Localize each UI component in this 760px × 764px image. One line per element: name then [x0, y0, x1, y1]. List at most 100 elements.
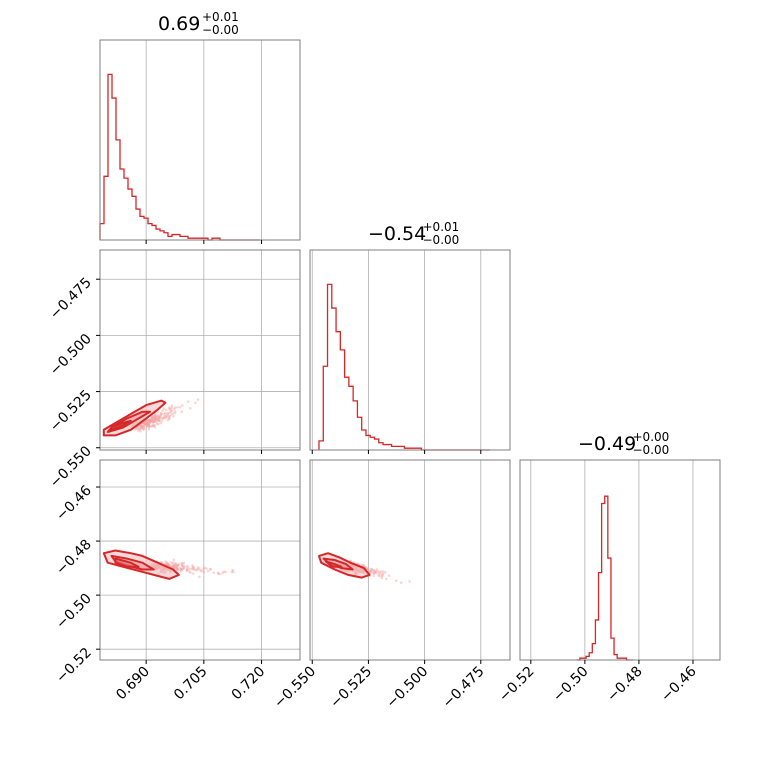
scatter-point: [192, 572, 195, 575]
scatter-point: [175, 568, 179, 571]
scatter-point: [154, 412, 157, 416]
scatter-point: [178, 567, 182, 570]
scatter-point: [173, 406, 177, 410]
scatter-point: [153, 416, 157, 420]
scatter-point: [224, 570, 227, 574]
scatter-point: [140, 424, 143, 428]
scatter-point: [154, 417, 158, 420]
scatter-point: [142, 426, 146, 429]
scatter-point: [146, 424, 149, 427]
scatter-point: [381, 572, 385, 576]
scatter-point: [142, 428, 145, 431]
panel-title: −0.54: [368, 223, 426, 245]
scatter-point: [161, 409, 164, 412]
scatter-point: [369, 569, 373, 573]
scatter-point: [167, 563, 170, 567]
scatter-point: [146, 419, 150, 422]
scatter-point: [146, 422, 150, 426]
scatter-point: [189, 571, 192, 574]
scatter-point: [147, 420, 151, 423]
title-minus-error: −0.00: [423, 233, 460, 247]
histogram-step-line: [576, 495, 633, 661]
scatter-point: [148, 418, 152, 422]
scatter-point: [165, 563, 169, 566]
scatter-point: [216, 571, 220, 575]
scatter-point: [182, 561, 186, 565]
scatter-point: [162, 416, 166, 420]
scatter-point: [141, 426, 144, 429]
scatter-point: [160, 419, 164, 423]
scatter-point: [149, 419, 152, 422]
scatter-point: [150, 419, 154, 422]
scatter-point: [145, 419, 149, 422]
scatter-point: [175, 567, 179, 571]
panel-frame: [309, 249, 511, 451]
scatter-point: [148, 421, 151, 425]
scatter-point: [169, 560, 173, 564]
title-median: −0.54: [368, 223, 426, 245]
scatter-point: [147, 424, 150, 427]
scatter-point: [157, 422, 160, 426]
scatter-point: [212, 571, 216, 575]
scatter-point: [160, 416, 163, 420]
scatter-point: [159, 412, 163, 416]
scatter-point: [155, 422, 159, 426]
scatter-point: [175, 565, 178, 568]
scatter-point: [142, 422, 145, 425]
scatter-point: [142, 422, 145, 425]
scatter-point: [174, 566, 178, 570]
scatter-point: [168, 407, 171, 411]
scatter-point: [146, 423, 149, 426]
scatter-point: [179, 568, 183, 572]
scatter-point: [149, 425, 152, 429]
scatter-point: [191, 565, 195, 569]
scatter-point: [152, 419, 155, 422]
scatter-point: [147, 425, 151, 429]
scatter-point: [145, 422, 148, 425]
scatter-point: [187, 567, 191, 571]
scatter-point: [137, 428, 140, 431]
scatter-point: [171, 562, 174, 566]
scatter-point: [164, 560, 167, 563]
scatter-point: [156, 410, 160, 414]
scatter-point: [181, 562, 184, 566]
scatter-point: [156, 418, 159, 421]
scatter-point: [176, 564, 179, 567]
scatter-point: [374, 569, 378, 573]
scatter-point: [152, 420, 155, 424]
panel-title: −0.49: [578, 433, 636, 455]
scatter-point: [385, 577, 388, 581]
scatter-point: [139, 423, 143, 427]
scatter-point: [140, 424, 144, 428]
scatter-point: [185, 565, 188, 568]
scatter-point: [179, 567, 182, 570]
scatter-point: [157, 416, 160, 420]
scatter-point: [170, 410, 173, 413]
scatter-point: [189, 407, 192, 410]
scatter-point: [191, 567, 195, 570]
scatter-point: [167, 406, 171, 410]
scatter-point: [168, 564, 172, 567]
scatter-point: [136, 426, 139, 430]
scatter-point: [151, 424, 154, 427]
scatter-point: [148, 424, 152, 428]
scatter-point: [165, 563, 169, 566]
scatter-point: [197, 566, 200, 569]
scatter-point: [178, 562, 181, 566]
scatter-point: [200, 569, 203, 573]
scatter-point: [399, 581, 403, 584]
scatter-point: [188, 570, 191, 573]
scatter-point: [365, 566, 368, 569]
scatter-point: [370, 568, 374, 572]
scatter-point: [153, 417, 156, 420]
scatter-point: [145, 421, 149, 424]
scatter-point: [148, 418, 151, 422]
scatter-point: [169, 407, 172, 411]
scatter-point: [144, 422, 148, 426]
scatter-point: [222, 570, 226, 573]
scatter-point: [231, 568, 235, 572]
scatter-point: [178, 405, 182, 409]
title-minus-error: −0.00: [633, 443, 670, 457]
scatter-point: [170, 404, 174, 407]
